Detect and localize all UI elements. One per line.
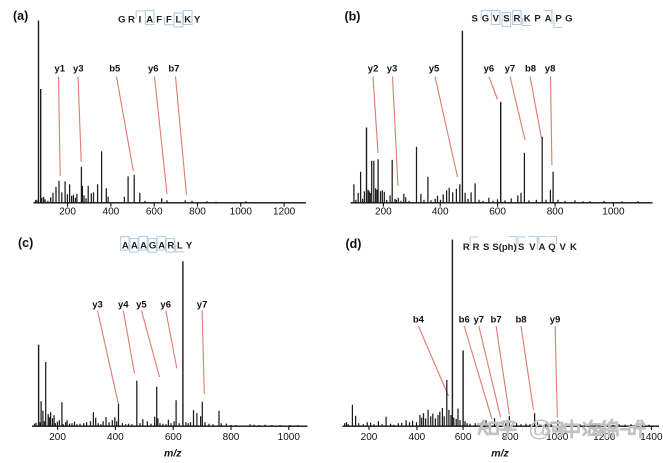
- svg-text:600: 600: [489, 207, 506, 218]
- svg-text:200: 200: [375, 207, 392, 218]
- svg-text:600: 600: [165, 432, 182, 443]
- svg-text:1400: 1400: [640, 432, 663, 443]
- svg-text:b4: b4: [413, 315, 425, 326]
- svg-text:I: I: [139, 15, 142, 26]
- svg-text:400: 400: [432, 207, 449, 218]
- svg-text:800: 800: [502, 432, 519, 443]
- svg-text:S: S: [472, 14, 478, 25]
- svg-text:y5: y5: [429, 64, 440, 75]
- svg-text:y2: y2: [368, 64, 379, 75]
- svg-text:S(ph): S(ph): [492, 242, 516, 253]
- svg-text:1000: 1000: [278, 432, 301, 443]
- svg-text:V: V: [560, 242, 567, 253]
- svg-text:(b): (b): [345, 10, 361, 24]
- svg-text:V: V: [529, 242, 536, 253]
- svg-text:P: P: [534, 14, 541, 25]
- svg-text:m/z: m/z: [491, 448, 509, 460]
- svg-text:b6: b6: [459, 315, 470, 326]
- svg-text:F: F: [156, 15, 162, 26]
- svg-text:S: S: [518, 242, 524, 253]
- svg-text:G: G: [149, 241, 156, 252]
- svg-text:A: A: [158, 241, 165, 252]
- svg-text:y9: y9: [550, 315, 561, 326]
- svg-text:G: G: [118, 15, 125, 26]
- svg-text:y4: y4: [118, 300, 129, 311]
- svg-text:R: R: [463, 242, 470, 253]
- svg-text:1000: 1000: [602, 207, 625, 218]
- svg-text:y1: y1: [54, 64, 65, 75]
- svg-text:y6: y6: [484, 64, 495, 75]
- svg-text:F: F: [166, 15, 172, 26]
- svg-text:y8: y8: [545, 64, 556, 75]
- svg-text:Y: Y: [194, 15, 201, 26]
- svg-text:(d): (d): [346, 237, 362, 251]
- svg-text:b8: b8: [515, 315, 526, 326]
- svg-text:K: K: [524, 14, 531, 25]
- svg-text:1000: 1000: [546, 432, 569, 443]
- svg-text:R: R: [167, 241, 174, 252]
- svg-text:b7: b7: [491, 315, 502, 326]
- svg-text:A: A: [539, 242, 546, 253]
- svg-text:K: K: [570, 242, 577, 253]
- svg-text:L: L: [177, 241, 183, 252]
- svg-text:y3: y3: [73, 64, 84, 75]
- svg-text:1000: 1000: [230, 207, 253, 218]
- svg-text:600: 600: [455, 432, 472, 443]
- svg-text:R: R: [128, 15, 135, 26]
- svg-text:y7: y7: [474, 315, 485, 326]
- svg-text:y7: y7: [197, 300, 208, 311]
- svg-text:y7: y7: [505, 64, 516, 75]
- svg-text:A: A: [146, 15, 153, 26]
- svg-text:y6: y6: [148, 64, 159, 75]
- svg-text:y6: y6: [160, 300, 171, 311]
- svg-text:b5: b5: [109, 64, 121, 75]
- svg-text:400: 400: [103, 207, 120, 218]
- svg-text:y5: y5: [136, 300, 147, 311]
- svg-text:L: L: [175, 15, 181, 26]
- svg-text:600: 600: [146, 207, 163, 218]
- svg-text:A: A: [140, 241, 147, 252]
- svg-text:y3: y3: [387, 64, 398, 75]
- svg-text:A: A: [122, 241, 129, 252]
- svg-text:V: V: [493, 14, 500, 25]
- svg-text:y3: y3: [92, 300, 103, 311]
- svg-text:200: 200: [59, 207, 76, 218]
- svg-text:1200: 1200: [273, 207, 296, 218]
- svg-text:m/z: m/z: [164, 448, 182, 460]
- svg-text:K: K: [184, 15, 191, 26]
- svg-text:200: 200: [49, 432, 66, 443]
- svg-text:A: A: [545, 14, 552, 25]
- svg-text:b7: b7: [168, 64, 179, 75]
- svg-text:800: 800: [547, 207, 564, 218]
- svg-text:G: G: [565, 14, 572, 25]
- svg-text:(a): (a): [13, 9, 28, 23]
- svg-text:800: 800: [189, 207, 206, 218]
- svg-text:S: S: [483, 242, 489, 253]
- svg-text:Y: Y: [186, 241, 193, 252]
- svg-text:A: A: [131, 241, 138, 252]
- svg-text:b8: b8: [525, 64, 536, 75]
- svg-text:400: 400: [107, 432, 124, 443]
- svg-text:200: 200: [361, 432, 378, 443]
- svg-text:P: P: [555, 14, 562, 25]
- svg-text:400: 400: [409, 432, 426, 443]
- svg-text:R: R: [513, 14, 520, 25]
- svg-text:R: R: [473, 242, 480, 253]
- svg-text:800: 800: [223, 432, 240, 443]
- svg-text:Q: Q: [548, 242, 555, 253]
- svg-text:S: S: [503, 14, 509, 25]
- svg-text:G: G: [482, 14, 489, 25]
- svg-text:(c): (c): [18, 236, 33, 250]
